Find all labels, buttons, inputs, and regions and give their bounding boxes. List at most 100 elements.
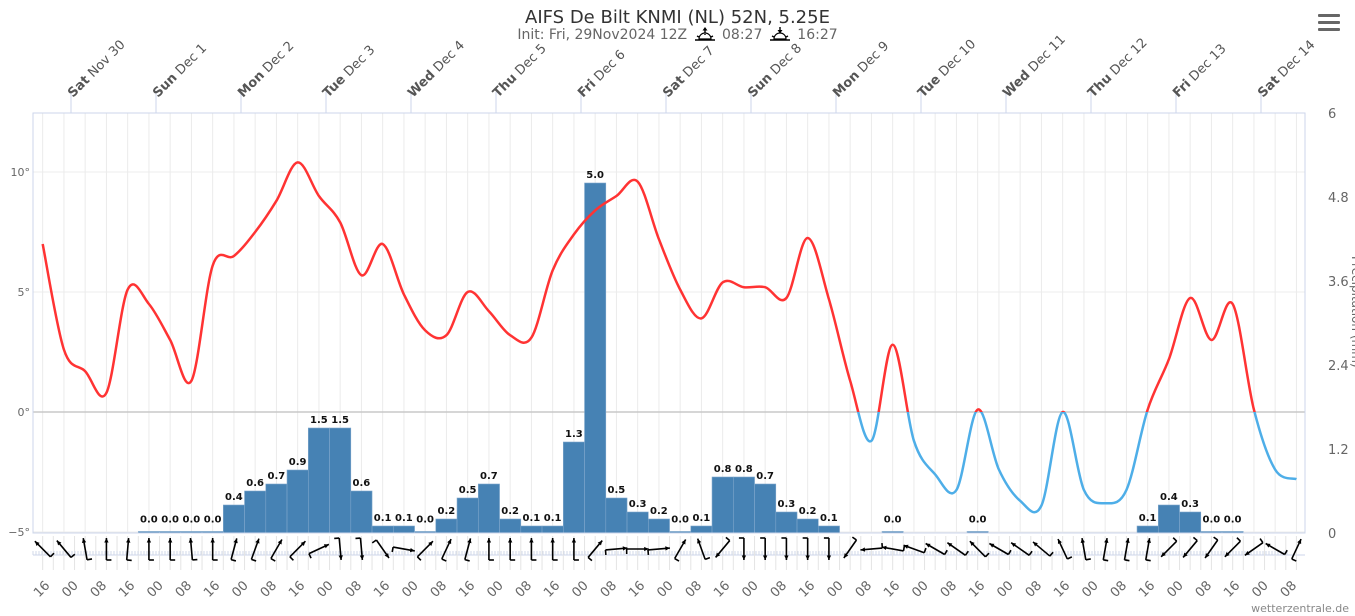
- wind-barb: [851, 536, 857, 541]
- bottom-axis-hour-label: 16: [966, 578, 988, 600]
- wind-barb: [984, 552, 990, 558]
- top-axis-day-label: Sat Dec 14: [1255, 38, 1318, 101]
- chart-title: AIFS De Bilt KNMI (NL) 52N, 5.25E: [525, 7, 830, 28]
- wind-barb: [1284, 549, 1288, 555]
- wind-arrow-head: [409, 547, 415, 553]
- wind-arrow-head: [1244, 550, 1250, 556]
- wind-barb: [1259, 538, 1264, 544]
- bottom-axis-hour-label: 16: [1051, 578, 1073, 600]
- wind-barb: [1291, 558, 1297, 562]
- wind-arrow-head: [255, 538, 260, 544]
- top-axis-day-label: Thu Dec 5: [490, 41, 549, 100]
- wind-arrow-icon: [760, 537, 768, 560]
- wind-barb: [230, 558, 237, 562]
- wind-arrow-head: [1224, 552, 1230, 557]
- left-axis-tick-label: 5°: [18, 286, 31, 299]
- bottom-axis-hour-label: 08: [428, 578, 450, 600]
- wind-arrow-icon: [696, 538, 711, 561]
- precipitation-value-label: 0.0: [161, 515, 179, 526]
- wind-arrow-icon: [1010, 542, 1033, 556]
- wind-arrow-icon: [550, 538, 558, 561]
- wind-arrow-icon: [625, 546, 649, 554]
- precipitation-value-label: 0.0: [671, 515, 689, 526]
- bottom-axis-hour-label: 08: [1108, 578, 1130, 600]
- wind-barb: [1049, 551, 1054, 557]
- wind-arrow-icon: [1291, 538, 1302, 562]
- precipitation-bar: [499, 518, 522, 534]
- precipitation-bar: [371, 525, 394, 534]
- bottom-axis-hour-label: 08: [598, 578, 620, 600]
- wind-barb: [587, 556, 593, 562]
- wind-arrow-head: [529, 538, 534, 543]
- wind-arrow-head: [447, 539, 452, 545]
- day-date: Dec 12: [1105, 36, 1151, 82]
- wind-arrow-icon: [464, 538, 472, 562]
- wind-arrow-head: [1265, 543, 1271, 548]
- precipitation-bar: [796, 518, 819, 534]
- wind-arrow-icon: [355, 537, 365, 561]
- wind-arrow-icon: [738, 537, 747, 560]
- wind-arrow-icon: [507, 538, 516, 561]
- precipitation-value-label: 0.4: [1160, 492, 1178, 503]
- wind-arrow-icon: [250, 538, 260, 562]
- bottom-axis-hour-label: 08: [853, 578, 875, 600]
- right-axis-title: Precipitation (mm): [1349, 256, 1355, 368]
- wind-barb: [289, 556, 294, 561]
- top-axis-day-label: Sun Dec 1: [150, 41, 210, 101]
- precipitation-labels: 0.0 0.0 0.0 0.00.40.60.70.91.5 1.50.60.1 0.1 0…: [140, 170, 1242, 526]
- wind-arrow-head: [784, 555, 789, 560]
- wind-arrow-icon: [1144, 538, 1151, 562]
- wind-arrow-head: [741, 555, 747, 560]
- wind-arrow-icon: [391, 546, 415, 553]
- wind-barb: [704, 556, 711, 561]
- wind-arrow-icon: [1160, 537, 1178, 558]
- bottom-axis-hour-label: 16: [1136, 578, 1158, 600]
- precipitation-bar: [754, 483, 777, 534]
- wind-arrow-head: [1057, 539, 1062, 545]
- wind-barb: [674, 557, 680, 562]
- wind-arrow-icon: [441, 538, 452, 562]
- precipitation-bar: [286, 469, 309, 534]
- temperature-line-above-zero: [41, 161, 1256, 412]
- wind-arrow-icon: [416, 540, 434, 561]
- precipitation-value-label: 0.1: [374, 513, 392, 524]
- wind-barb: [270, 557, 276, 562]
- wind-arrow-head: [428, 541, 433, 546]
- precipitation-value-label: 0.1: [820, 513, 838, 524]
- wind-arrow-head: [622, 546, 628, 551]
- precipitation-bar: [1179, 511, 1202, 534]
- wind-arrow-icon: [781, 537, 789, 560]
- wind-arrow-icon: [1182, 536, 1198, 558]
- precipitation-value-label: 0.8: [735, 464, 753, 475]
- precipitation-value-label: 0.0: [416, 515, 434, 526]
- precipitation-value-label: 0.0: [969, 515, 987, 526]
- wind-barb: [49, 552, 55, 558]
- precipitation-value-label: 0.0: [204, 515, 222, 526]
- precipitation-value-label: 0.1: [523, 513, 541, 524]
- precipitation-bar: [584, 182, 607, 534]
- bottom-axis-hour-label: 00: [314, 578, 336, 600]
- bottom-axis-hour-label: 16: [201, 578, 223, 600]
- wind-arrow-icon: [988, 542, 1012, 556]
- precipitation-bar: [711, 476, 734, 534]
- bottom-axis-hour-label: 00: [484, 578, 506, 600]
- precipitation-value-label: 0.0: [140, 515, 158, 526]
- precipitation-value-label: 0.0: [1224, 515, 1242, 526]
- wind-arrow-icon: [1123, 538, 1130, 562]
- wind-arrow-head: [34, 541, 40, 546]
- hamburger-menu-icon[interactable]: [1318, 14, 1340, 32]
- wind-arrow-icon: [230, 538, 238, 562]
- right-axis-tick-label: 4.8: [1328, 191, 1349, 206]
- wind-arrow-head: [550, 538, 555, 543]
- bottom-axis-hour-label: 08: [88, 578, 110, 600]
- wind-arrow-head: [467, 538, 472, 544]
- precipitation-value-label: 0.5: [608, 485, 626, 496]
- wind-barb: [1145, 559, 1151, 562]
- top-axis-day-label: Sun Dec 8: [745, 41, 805, 101]
- sunrise-icon: [694, 27, 715, 41]
- wind-barb: [1085, 558, 1091, 561]
- precipitation-value-label: 0.2: [799, 506, 817, 517]
- bottom-axis-hour-label: 16: [541, 578, 563, 600]
- precipitation-bar: [222, 504, 245, 534]
